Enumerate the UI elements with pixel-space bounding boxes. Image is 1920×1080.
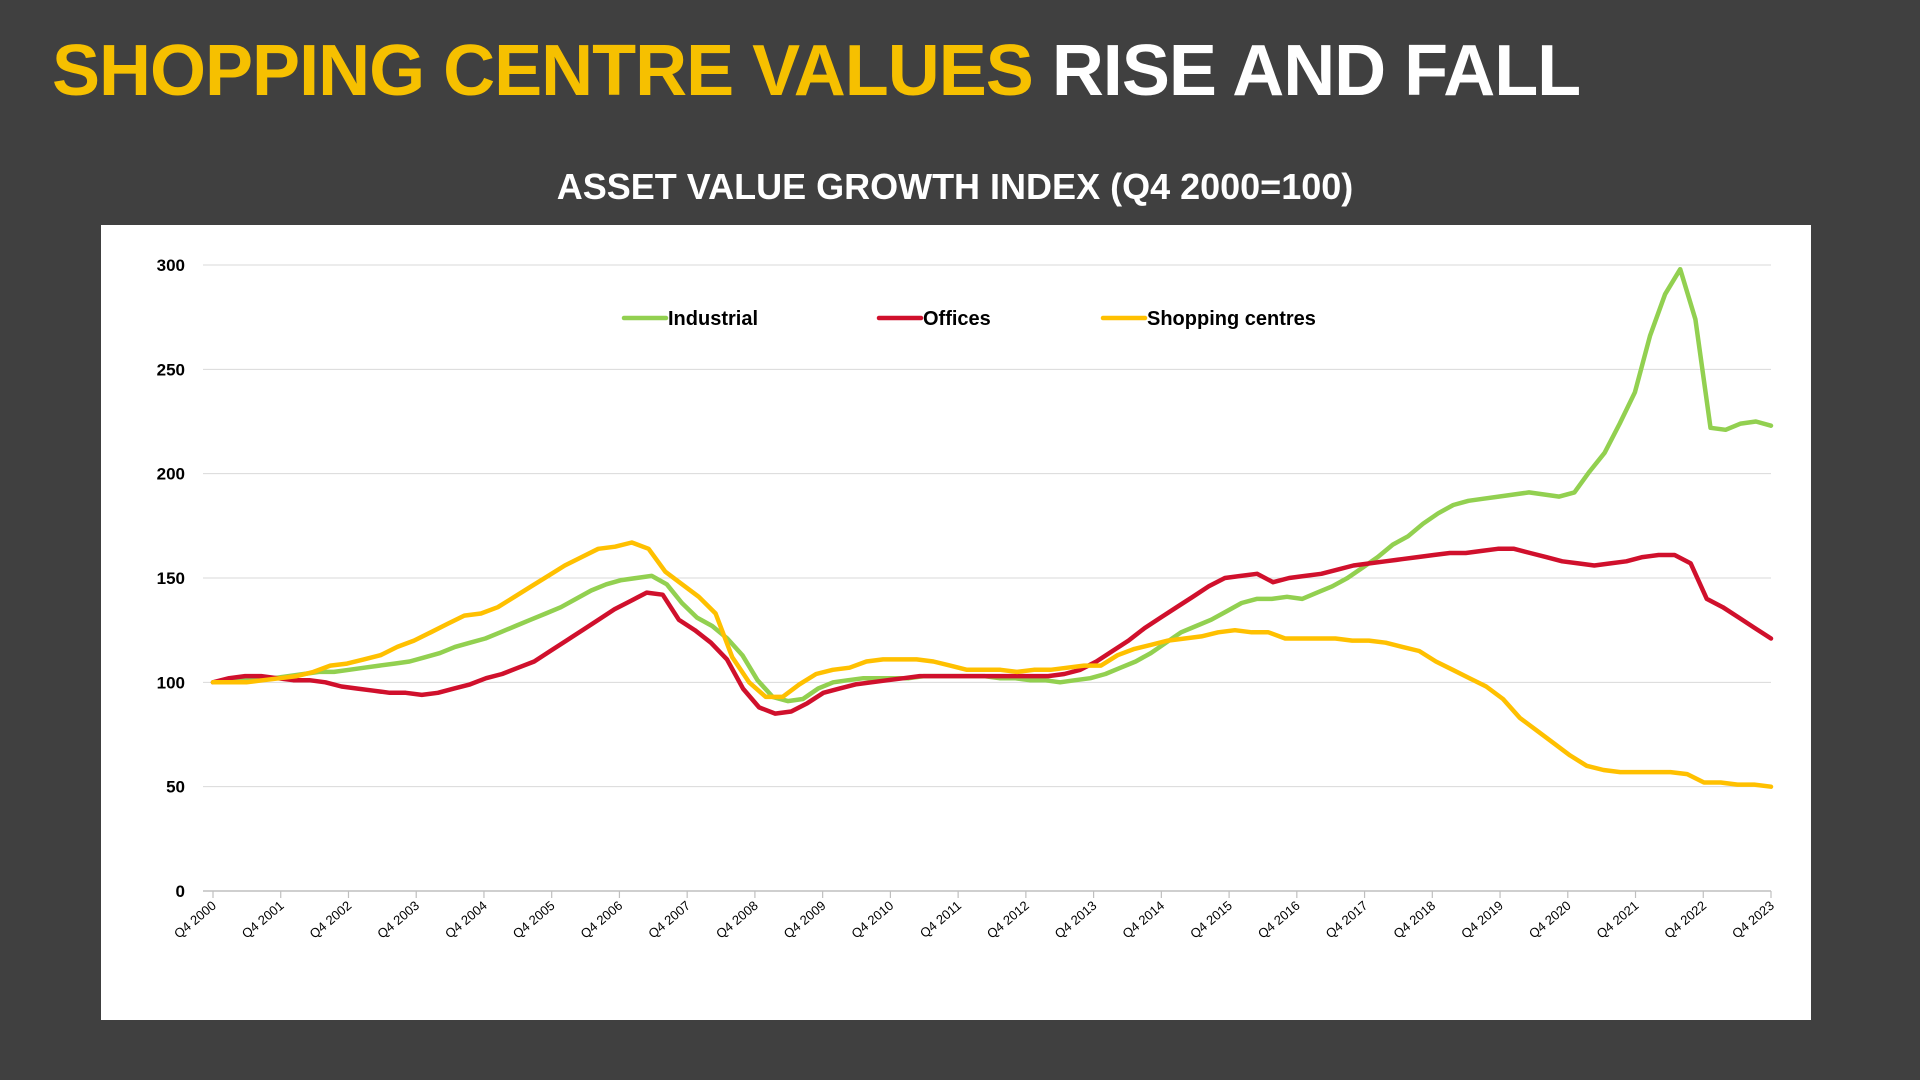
x-tick-label: Q4 2006 [578,898,626,942]
slide-title: SHOPPING CENTRE VALUES RISE AND FALL [52,30,1581,112]
x-tick-label: Q4 2004 [442,898,490,942]
legend-label-shopping-centres: Shopping centres [1147,308,1316,330]
x-tick-label: Q4 2018 [1390,898,1438,942]
slide-title-rest: RISE AND FALL [1051,31,1581,111]
line-chart: 0 50 100 150 200 250 300 Q4 2000 Q4 2001 Q4 2002 Q… [157,256,1777,942]
y-tick-label: 150 [157,569,185,588]
series-line-shopping-centres [210,540,1774,789]
x-tick-label: Q4 2015 [1187,898,1235,942]
x-tick-label: Q4 2019 [1458,898,1506,942]
x-tick-label: Q4 2014 [1119,898,1167,942]
chart-title: ASSET VALUE GROWTH INDEX (Q4 2000=100) [556,166,1354,207]
x-tick-label: Q4 2016 [1255,898,1303,942]
x-tick-label: Q4 2003 [374,898,422,942]
y-tick-label: 200 [157,465,185,484]
y-tick-label: 300 [157,256,185,275]
x-tick-label: Q4 2001 [239,898,287,942]
y-tick-label: 250 [157,360,185,379]
x-tick-label: Q4 2013 [1052,898,1100,942]
x-tick-label: Q4 2009 [781,898,829,942]
y-tick-label: 50 [166,778,185,797]
x-tick-label: Q4 2021 [1594,898,1642,942]
legend-label-industrial: Industrial [668,308,758,330]
x-tick-label: Q4 2023 [1729,898,1777,942]
series-line-offices [210,546,1774,716]
x-tick-label: Q4 2010 [848,898,896,942]
x-tick-label: Q4 2012 [984,898,1032,942]
x-tick-label: Q4 2011 [917,898,964,941]
chart-panel: 0 50 100 150 200 250 300 Q4 2000 Q4 2001 Q4 2002 Q… [101,225,1811,1020]
slide-title-highlight: SHOPPING CENTRE VALUES [52,31,1034,111]
x-tick-label: Q4 2008 [713,898,761,942]
y-tick-label: 100 [157,673,185,692]
x-tick-label: Q4 2000 [171,898,219,942]
series-line-industrial [210,266,1774,704]
x-tick-label: Q4 2005 [510,898,558,942]
legend-label-offices: Offices [923,308,991,330]
x-tick-label: Q4 2022 [1661,898,1709,942]
x-tick-label: Q4 2007 [645,898,693,942]
y-tick-label: 0 [176,882,185,901]
x-tick-label: Q4 2002 [307,898,355,942]
x-tick-label: Q4 2020 [1526,898,1574,942]
x-tick-label: Q4 2017 [1323,898,1371,942]
